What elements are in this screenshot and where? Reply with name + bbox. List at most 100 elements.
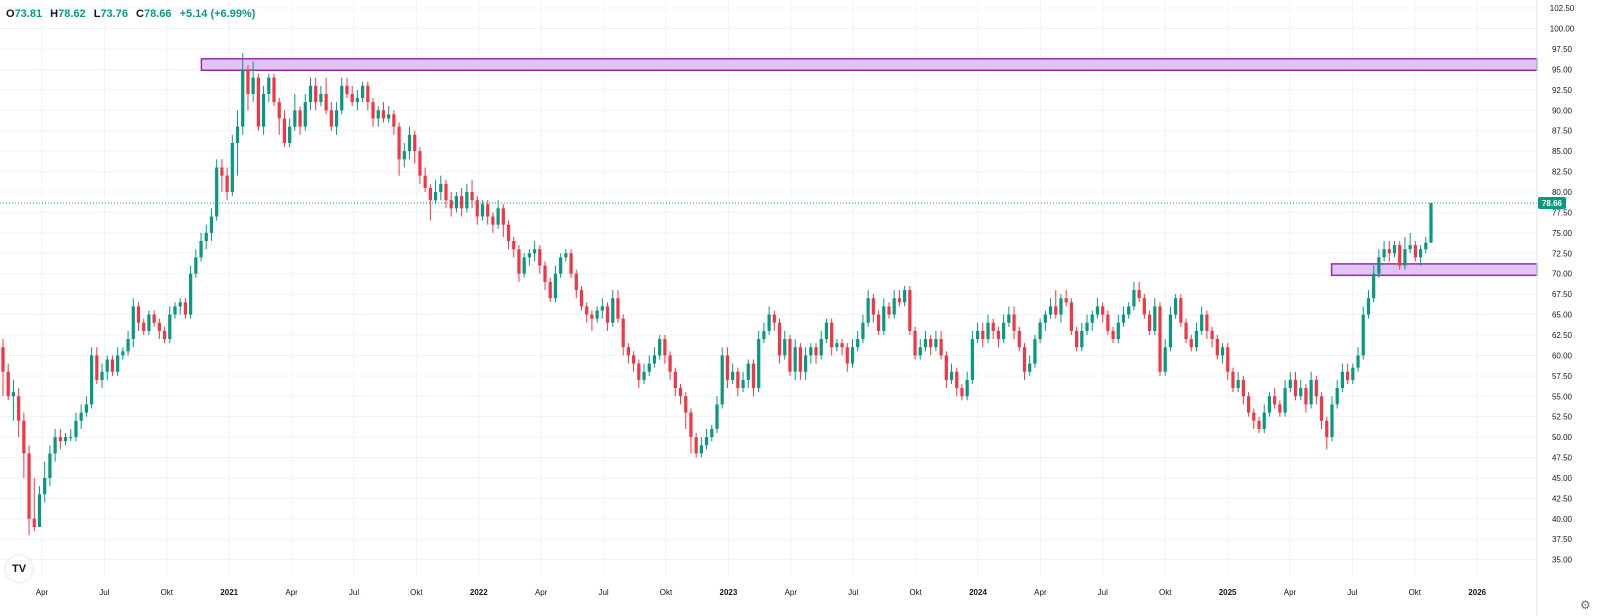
candle — [277, 98, 281, 135]
y-tick-label: 82.50 — [1552, 168, 1573, 177]
candle — [1069, 298, 1074, 335]
candle-body — [512, 241, 516, 250]
candle-body — [960, 388, 964, 397]
ohlc-legend: O73.81 H78.62 L73.76 C78.66 +5.14 (+6.99… — [6, 8, 260, 20]
candle — [22, 412, 26, 478]
candle-body — [189, 273, 193, 315]
candle-body — [600, 306, 604, 311]
candle — [308, 77, 313, 111]
candle — [241, 53, 245, 135]
candle-body — [673, 371, 677, 389]
tradingview-logo[interactable]: TV — [6, 556, 32, 582]
candle-body — [574, 273, 578, 291]
candle — [220, 159, 224, 192]
candle — [1002, 314, 1006, 344]
candle-body — [1033, 339, 1037, 364]
candle-body — [767, 314, 771, 331]
candle — [506, 220, 511, 250]
candle — [887, 302, 891, 319]
candle — [1262, 404, 1266, 434]
candle — [1179, 294, 1183, 327]
candle — [303, 93, 307, 131]
candle — [861, 314, 865, 344]
candle-body — [1095, 306, 1100, 315]
y-axis[interactable]: 35.00 37.50 40.00 42.50 45.00 47.50 50.00 52.50… — [1536, 0, 1575, 616]
x-axis[interactable]: Apr Jul Okt 2021 Apr Jul Okt 2022 Apr Jul Okt 2023 A… — [36, 588, 1487, 597]
gear-icon[interactable]: ⚙ — [1580, 598, 1591, 612]
candle — [1413, 241, 1417, 262]
candle — [548, 277, 552, 303]
candle — [84, 396, 89, 417]
candle — [1241, 375, 1245, 405]
candle-body — [975, 330, 980, 340]
candle-body — [1366, 298, 1371, 315]
candle-body — [866, 298, 870, 323]
candle — [736, 367, 740, 397]
candle — [741, 371, 745, 393]
candle-body — [699, 445, 703, 454]
candle — [1116, 314, 1120, 344]
x-tick-label: Apr — [785, 588, 798, 597]
candle-body — [1017, 330, 1021, 348]
candle — [569, 249, 573, 278]
candle-body — [1038, 322, 1042, 340]
candle-body — [465, 192, 469, 209]
candle — [100, 363, 104, 389]
candle — [991, 318, 995, 340]
candle-body — [731, 371, 735, 380]
candle — [543, 261, 547, 291]
candle-body — [991, 322, 995, 331]
candle — [89, 347, 94, 409]
candle — [1382, 241, 1386, 262]
candle — [1210, 326, 1214, 348]
candle-body — [856, 339, 860, 348]
candle-body — [710, 428, 714, 438]
candle — [267, 73, 271, 103]
candle — [1127, 302, 1131, 319]
candle — [579, 285, 584, 311]
candle-body — [418, 151, 422, 176]
candle-body — [355, 98, 360, 103]
candle-body — [1241, 379, 1245, 397]
candle-body — [861, 322, 865, 340]
candle-body — [116, 355, 120, 372]
candle-body — [235, 126, 240, 143]
candle-body — [1335, 388, 1339, 405]
candle — [955, 367, 959, 397]
candle-body — [715, 404, 719, 429]
candle — [460, 187, 464, 217]
candle-body — [1236, 379, 1240, 389]
x-tick-label: 2026 — [1468, 588, 1486, 597]
candle-body — [741, 379, 745, 389]
y-tick-label: 90.00 — [1552, 106, 1573, 115]
candle — [1398, 241, 1402, 270]
y-tick-label: 72.50 — [1552, 249, 1573, 258]
candle-body — [1424, 242, 1428, 250]
candle-body — [162, 330, 167, 340]
candle — [694, 433, 698, 458]
candle — [876, 310, 881, 335]
candle — [334, 102, 339, 135]
resistance-zone — [200, 58, 1538, 72]
candle-body — [689, 412, 693, 438]
candle — [1054, 290, 1058, 319]
candle-body — [1054, 306, 1058, 315]
candle — [1137, 281, 1141, 303]
candle — [199, 232, 203, 262]
candle-body — [1142, 298, 1146, 315]
candle — [350, 85, 354, 107]
candle-body — [491, 216, 495, 225]
candle — [939, 330, 943, 360]
candle-body — [684, 396, 688, 413]
candle — [574, 269, 578, 299]
y-tick-label: 85.00 — [1552, 147, 1573, 156]
candle-body — [652, 355, 657, 364]
candle — [17, 388, 21, 438]
candle — [996, 326, 1001, 348]
candle-body — [1314, 379, 1318, 397]
y-tick-label: 62.50 — [1552, 331, 1573, 340]
candle-body — [69, 437, 73, 439]
candle — [402, 142, 406, 168]
candle-body — [131, 306, 135, 340]
